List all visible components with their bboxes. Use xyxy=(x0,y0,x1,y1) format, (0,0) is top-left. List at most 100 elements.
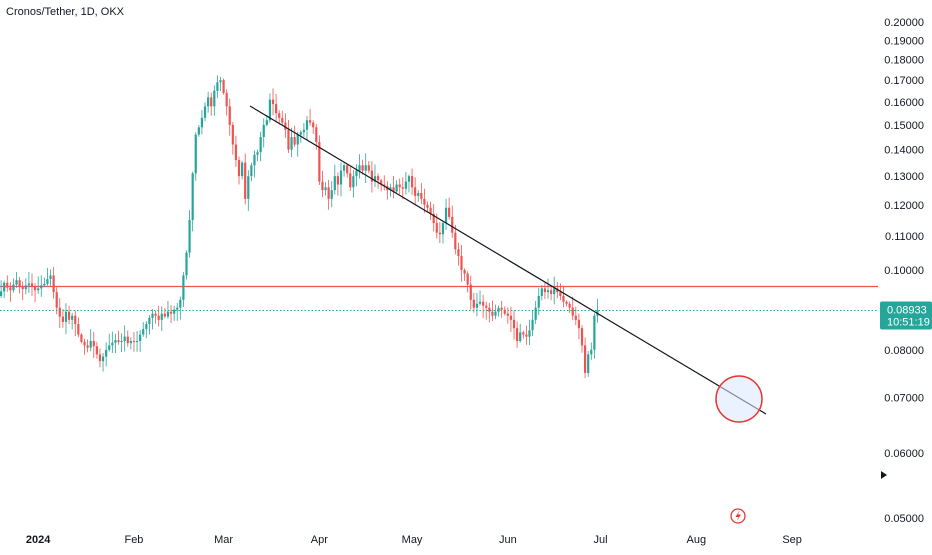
candle-body[interactable] xyxy=(577,319,581,329)
candle-body[interactable] xyxy=(225,93,228,107)
candle-body[interactable] xyxy=(12,284,15,291)
candle-body[interactable] xyxy=(163,313,166,317)
candle-body[interactable] xyxy=(98,354,102,362)
candle-body[interactable] xyxy=(355,170,358,177)
candle-body[interactable] xyxy=(228,106,231,125)
candle-body[interactable] xyxy=(169,311,173,314)
candle-body[interactable] xyxy=(389,187,392,191)
candle-body[interactable] xyxy=(321,181,324,191)
candle-body[interactable] xyxy=(497,307,500,312)
candle-body[interactable] xyxy=(244,162,247,199)
candle-body[interactable] xyxy=(556,288,559,293)
candle-body[interactable] xyxy=(253,154,256,166)
candle-body[interactable] xyxy=(420,193,423,199)
candle-body[interactable] xyxy=(287,129,290,150)
candle-body[interactable] xyxy=(24,285,27,290)
candle-body[interactable] xyxy=(182,275,185,300)
candle-body[interactable] xyxy=(148,317,151,324)
candle-body[interactable] xyxy=(457,249,460,256)
candle-body[interactable] xyxy=(188,219,191,253)
candle-body[interactable] xyxy=(580,328,584,346)
candle-body[interactable] xyxy=(142,328,145,335)
candle-body[interactable] xyxy=(259,137,262,153)
candle-body[interactable] xyxy=(6,282,9,288)
candle-body[interactable] xyxy=(95,346,98,355)
candle-body[interactable] xyxy=(475,303,479,308)
candle-body[interactable] xyxy=(395,184,398,192)
candle-body[interactable] xyxy=(247,176,250,199)
candle-body[interactable] xyxy=(367,165,370,171)
candle-body[interactable] xyxy=(9,287,12,291)
highlight-circle[interactable] xyxy=(715,375,763,423)
candle-body[interactable] xyxy=(305,120,309,130)
candle-body[interactable] xyxy=(441,223,445,235)
candle-body[interactable] xyxy=(531,319,534,331)
candle-body[interactable] xyxy=(302,129,306,133)
candle-body[interactable] xyxy=(432,213,435,224)
candle-body[interactable] xyxy=(444,207,448,224)
candle-body[interactable] xyxy=(191,173,194,220)
candle-body[interactable] xyxy=(293,137,296,145)
candle-body[interactable] xyxy=(559,292,562,296)
candle-body[interactable] xyxy=(0,291,3,296)
candle-body[interactable] xyxy=(373,176,377,182)
candle-body[interactable] xyxy=(528,330,531,337)
candle-body[interactable] xyxy=(324,187,327,191)
candle-body[interactable] xyxy=(40,285,43,289)
candle-body[interactable] xyxy=(237,159,241,177)
candle-body[interactable] xyxy=(43,283,46,286)
candle-body[interactable] xyxy=(327,187,330,199)
candle-body[interactable] xyxy=(485,305,488,308)
candle-body[interactable] xyxy=(546,290,550,293)
candle-body[interactable] xyxy=(176,307,179,310)
candle-body[interactable] xyxy=(516,328,519,342)
candle-body[interactable] xyxy=(185,252,188,276)
candle-body[interactable] xyxy=(491,311,494,316)
candle-body[interactable] xyxy=(83,341,86,346)
candle-body[interactable] xyxy=(37,288,40,291)
candle-body[interactable] xyxy=(417,193,420,196)
candle-body[interactable] xyxy=(145,323,148,329)
candle-body[interactable] xyxy=(376,176,380,181)
candle-body[interactable] xyxy=(525,334,528,337)
candle-body[interactable] xyxy=(522,332,525,335)
candle-body[interactable] xyxy=(231,124,234,145)
candle-body[interactable] xyxy=(216,82,219,91)
candle-body[interactable] xyxy=(463,270,466,274)
candle-body[interactable] xyxy=(64,311,68,322)
candle-body[interactable] xyxy=(296,134,299,145)
candle-body[interactable] xyxy=(346,165,349,174)
candle-body[interactable] xyxy=(543,288,547,293)
candle-body[interactable] xyxy=(438,232,441,235)
candle-body[interactable] xyxy=(262,124,265,138)
candle-body[interactable] xyxy=(380,180,383,185)
candle-body[interactable] xyxy=(342,165,346,171)
candle-body[interactable] xyxy=(166,311,170,317)
candle-body[interactable] xyxy=(203,106,207,118)
candle-body[interactable] xyxy=(27,283,30,286)
candle-body[interactable] xyxy=(271,99,275,105)
candle-body[interactable] xyxy=(333,176,336,191)
candle-body[interactable] xyxy=(67,311,71,320)
candle-body[interactable] xyxy=(86,345,89,348)
candle-body[interactable] xyxy=(472,299,475,308)
candle-body[interactable] xyxy=(135,341,139,343)
candle-body[interactable] xyxy=(268,99,272,121)
candle-body[interactable] xyxy=(482,301,485,306)
candle-body[interactable] xyxy=(460,255,463,270)
candle-body[interactable] xyxy=(383,184,386,186)
candle-body[interactable] xyxy=(207,97,210,107)
candle-body[interactable] xyxy=(256,152,259,155)
candle-body[interactable] xyxy=(222,80,225,94)
candle-body[interactable] xyxy=(407,176,411,182)
candle-body[interactable] xyxy=(114,340,117,343)
candle-body[interactable] xyxy=(126,336,129,344)
candle-body[interactable] xyxy=(77,323,80,335)
candle-body[interactable] xyxy=(550,290,553,295)
candle-body[interactable] xyxy=(568,303,571,308)
candle-body[interactable] xyxy=(571,307,574,316)
candle-body[interactable] xyxy=(414,187,417,196)
candle-body[interactable] xyxy=(132,341,136,343)
candle-body[interactable] xyxy=(58,307,61,317)
candle-body[interactable] xyxy=(330,190,333,199)
